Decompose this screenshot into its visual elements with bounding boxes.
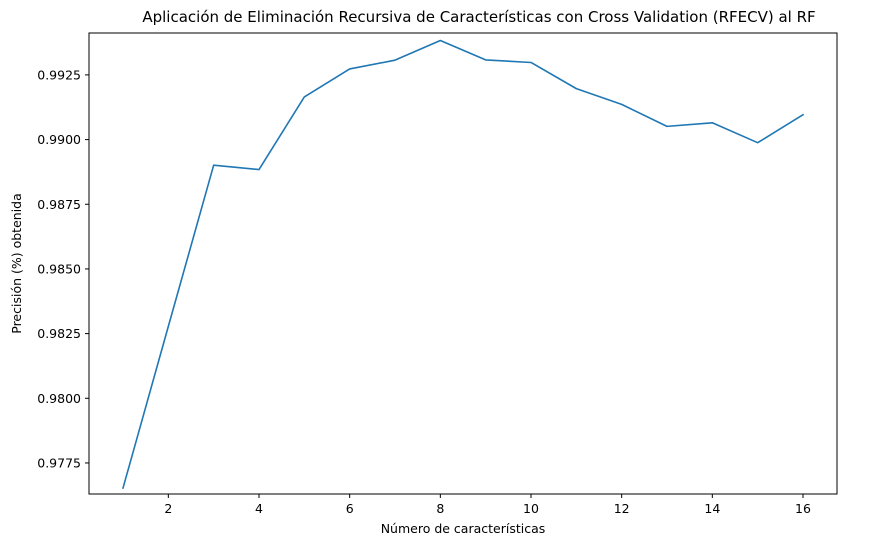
x-tick-label: 4 bbox=[255, 501, 263, 516]
y-tick-label: 0.9800 bbox=[37, 391, 81, 406]
plot-area bbox=[122, 39, 805, 490]
y-tick-label: 0.9875 bbox=[37, 197, 81, 212]
y-tick-label: 0.9825 bbox=[37, 326, 81, 341]
series-line-0 bbox=[122, 39, 805, 490]
x-tick-label: 2 bbox=[164, 501, 172, 516]
chart-title: Aplicación de Eliminación Recursiva de C… bbox=[142, 8, 815, 26]
x-tick-label: 14 bbox=[704, 501, 720, 516]
x-tick-label: 16 bbox=[795, 501, 811, 516]
x-tick-label: 8 bbox=[436, 501, 444, 516]
y-axis-label: Precisión (%) obtenida bbox=[9, 193, 24, 334]
x-axis-label: Número de características bbox=[381, 521, 546, 536]
y-tick-label: 0.9925 bbox=[37, 67, 81, 82]
x-tick-label: 6 bbox=[346, 501, 354, 516]
axes-frame bbox=[88, 32, 838, 495]
y-axis-ticks: 0.9775 0.9800 0.9825 0.9850 0.9875 0.9900 0.99… bbox=[37, 67, 89, 470]
x-tick-label: 10 bbox=[523, 501, 539, 516]
x-tick-label: 12 bbox=[614, 501, 630, 516]
y-tick-label: 0.9900 bbox=[37, 132, 81, 147]
y-tick-label: 0.9775 bbox=[37, 455, 81, 470]
x-axis-ticks: 2 4 6 8 10 12 14 16 bbox=[164, 494, 811, 516]
y-tick-label: 0.9850 bbox=[37, 261, 81, 276]
